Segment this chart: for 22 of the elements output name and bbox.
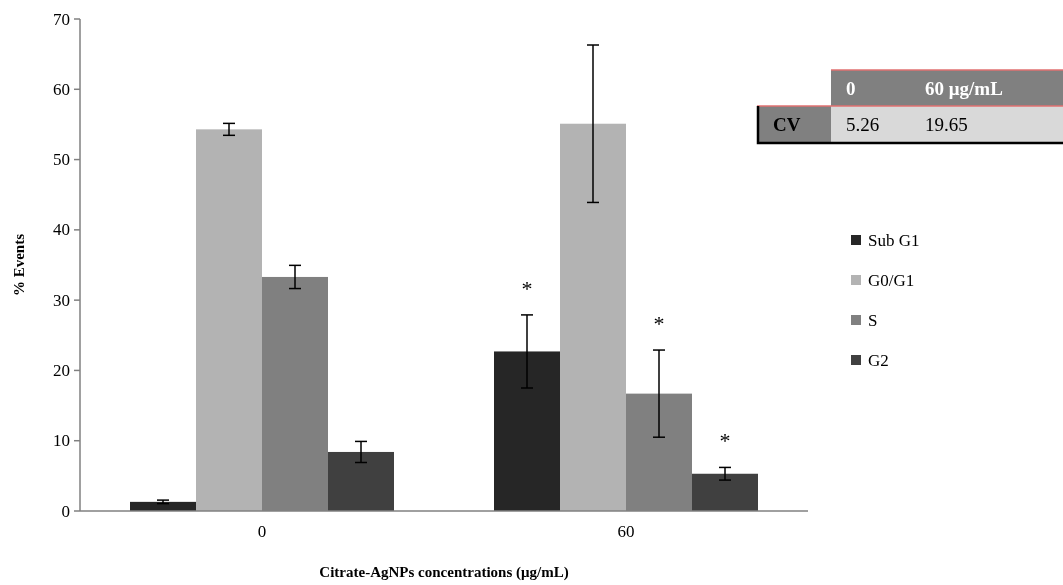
y-tick-label: 30 [53,290,70,310]
data-label: * [653,311,665,337]
legend-label: G2 [868,350,889,370]
legend-label: Sub G1 [868,230,920,250]
category-label: 0 [846,77,856,99]
y-tick-label: 70 [53,9,70,29]
category-label: 60 μg/mL [925,77,1003,99]
y-axis-title: % Events [11,233,27,297]
data-label: 19.65 [925,114,968,135]
data-label: * [521,275,533,301]
y-tick-label: 10 [53,431,70,451]
legend-label: S [868,310,878,330]
y-tick-label: 50 [53,150,70,170]
data-label: * [719,428,731,454]
y-tick-label: 40 [53,220,70,240]
legend-label: G0/G1 [868,270,915,290]
y-tick-label: 0 [61,501,70,521]
x-axis-title: Citrate-AgNPs concentrations (μg/mL) [319,564,569,581]
data-label: 5.26 [846,114,880,135]
y-tick-label: 20 [53,360,70,380]
text: CV [773,114,801,135]
y-tick-label: 60 [53,79,70,99]
